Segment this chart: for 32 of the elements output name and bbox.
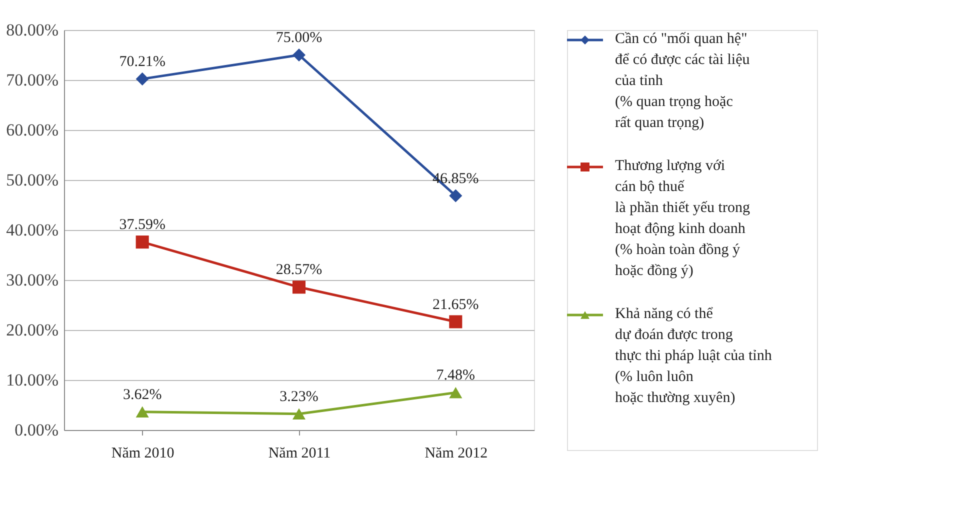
data-label: 37.59% xyxy=(119,217,166,234)
data-label: 7.48% xyxy=(436,368,476,384)
point xyxy=(449,189,462,202)
x-tick-label: Năm 2011 xyxy=(268,446,331,462)
legend-label: Cần có "mối quan hệ" để có được các tài liệu của tỉnh (% quan trọng hoặc rất quan trọng) xyxy=(615,31,750,131)
data-label: 75.00% xyxy=(276,30,322,46)
point xyxy=(449,315,462,328)
point xyxy=(292,280,306,294)
point xyxy=(136,72,149,86)
point xyxy=(136,406,149,418)
point xyxy=(136,236,149,249)
y-tick-label: 60.00% xyxy=(6,120,58,140)
y-tick-label: 70.00% xyxy=(6,70,58,90)
x-tick-label: Năm 2010 xyxy=(111,446,174,462)
y-tick-label: 40.00% xyxy=(6,220,58,240)
y-tick-label: 80.00% xyxy=(6,20,58,40)
point xyxy=(292,48,306,62)
data-label: 21.65% xyxy=(432,296,479,313)
data-label: 3.62% xyxy=(122,386,162,403)
y-tick-label: 30.00% xyxy=(6,270,58,290)
y-tick-label: 10.00% xyxy=(6,370,58,390)
data-label: 28.57% xyxy=(276,262,322,278)
x-tick-label: Năm 2012 xyxy=(424,446,488,462)
point xyxy=(292,408,306,420)
legend-label: Thương lượng với cán bộ thuế là phần thiết yếu trong hoạt động kinh doanh (% hoàn toàn đồng ý hoặc đồng ý) xyxy=(615,158,750,279)
data-label: 70.21% xyxy=(119,54,166,70)
y-tick-label: 0.00% xyxy=(14,420,58,440)
point xyxy=(449,386,462,398)
y-tick-label: 50.00% xyxy=(6,170,58,190)
legend-label: Khả năng có thể dự đoán được trong thực thi pháp luật của tỉnh (% luôn luôn hoặc thường xuyên) xyxy=(615,306,772,406)
y-tick-label: 20.00% xyxy=(6,320,58,340)
data-label: 3.23% xyxy=(280,388,318,405)
